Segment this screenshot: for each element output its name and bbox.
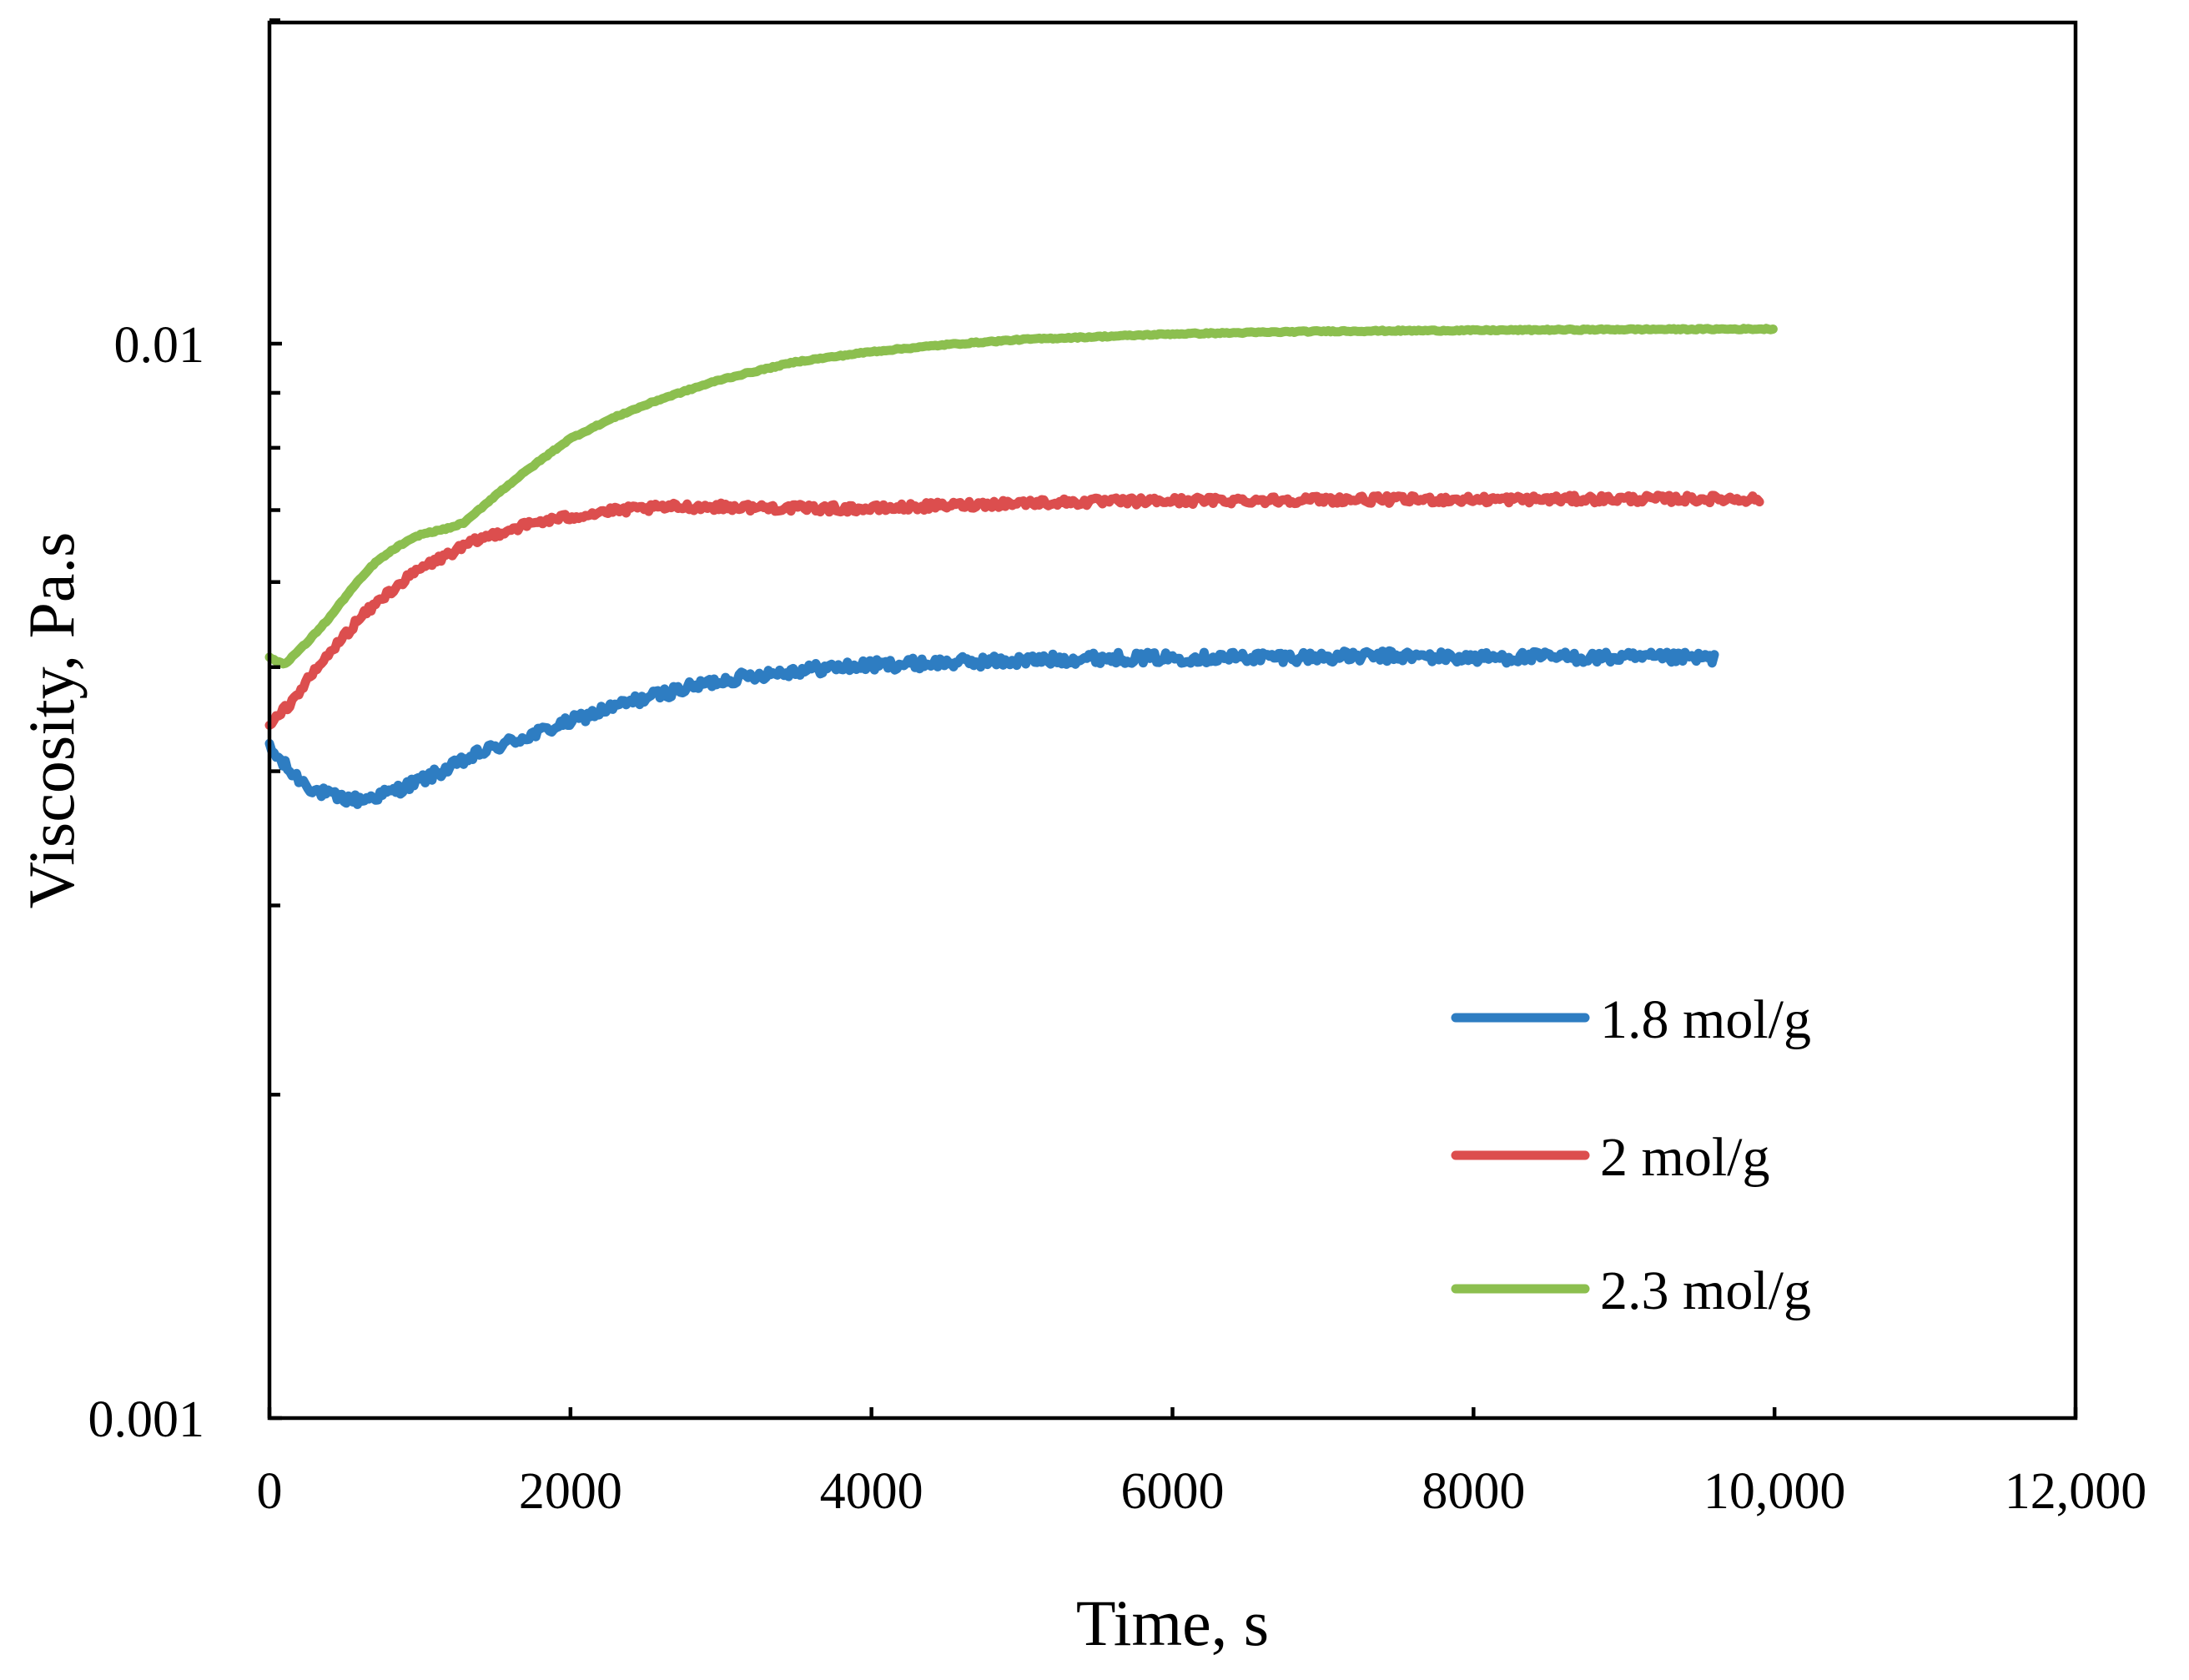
legend: 1.8 mol/g 2 mol/g 2.3 mol/g xyxy=(1451,989,1811,1321)
x-tick-label: 12,000 xyxy=(2005,1463,2147,1520)
y-tick-label: 0.001 xyxy=(88,1391,205,1448)
series-line-3 xyxy=(264,324,1778,669)
series-line-2 xyxy=(264,490,1764,730)
y-axis: 0.001 0.01 xyxy=(88,18,282,1448)
x-axis-title: Time, s xyxy=(1076,1587,1269,1659)
x-tick-label: 4000 xyxy=(820,1463,923,1520)
x-tick-label: 8000 xyxy=(1422,1463,1525,1520)
x-tick-label: 6000 xyxy=(1121,1463,1225,1520)
x-tick-label: 0 xyxy=(257,1463,283,1520)
x-tick-label: 10,000 xyxy=(1703,1463,1846,1520)
x-tick-label: 2000 xyxy=(519,1463,622,1520)
y-tick-label: 0.01 xyxy=(114,317,205,374)
y-axis-title: Viscosity, Pa.s xyxy=(15,532,88,909)
x-axis: 0 2000 4000 6000 8000 10,000 12,000 xyxy=(257,1407,2147,1520)
legend-label-2: 2 mol/g xyxy=(1600,1127,1770,1188)
series-layer xyxy=(264,324,1778,809)
legend-label-1: 1.8 mol/g xyxy=(1600,989,1811,1050)
series-line-1 xyxy=(264,646,1719,809)
legend-label-3: 2.3 mol/g xyxy=(1600,1260,1811,1321)
